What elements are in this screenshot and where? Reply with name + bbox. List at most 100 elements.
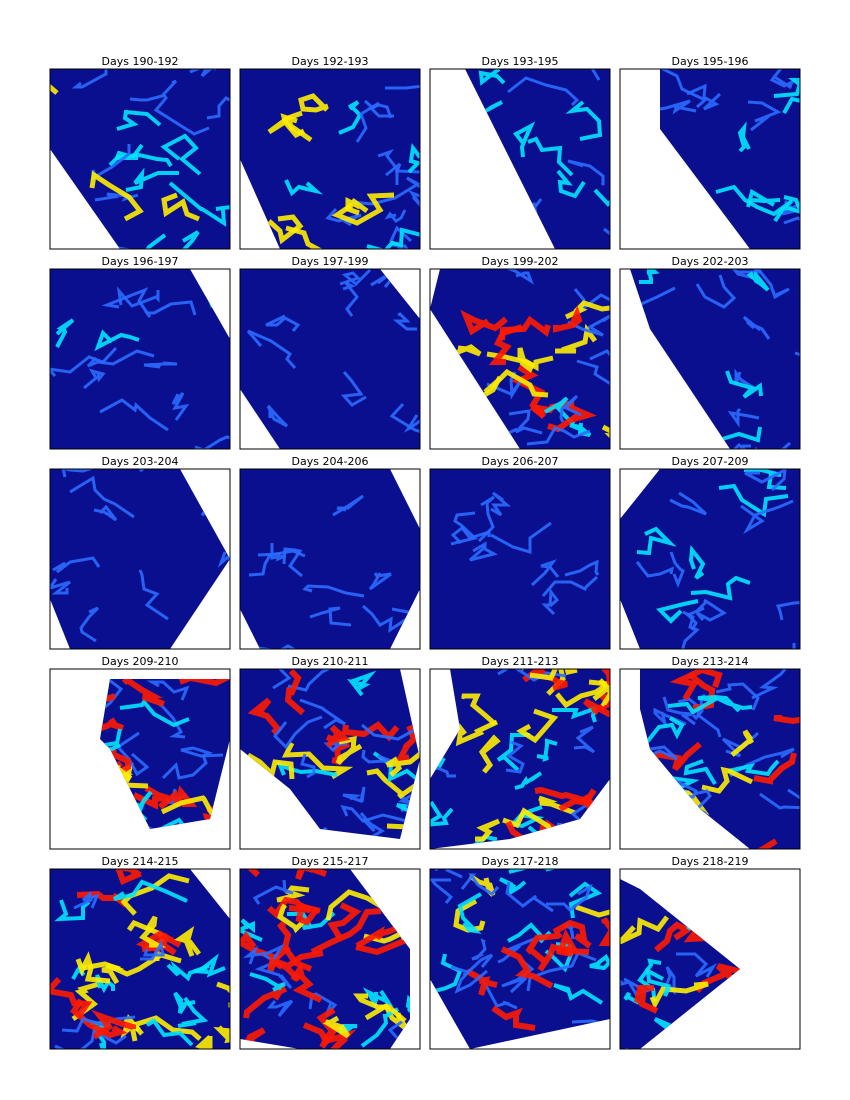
panel-frame — [429, 68, 611, 250]
streak — [701, 766, 754, 794]
streak — [63, 767, 84, 784]
streak — [160, 817, 196, 829]
panel-frame — [49, 268, 231, 450]
streak — [173, 991, 196, 1015]
streak — [613, 798, 631, 825]
streak — [630, 382, 649, 397]
streak — [120, 873, 190, 916]
streaks — [450, 491, 600, 616]
data-region — [660, 69, 800, 249]
streak — [725, 370, 763, 399]
panel-title: Days 213-214 — [672, 655, 749, 668]
panel-title: Days 195-196 — [672, 55, 749, 68]
streak — [516, 708, 559, 744]
streak — [89, 170, 144, 222]
streak — [75, 951, 111, 984]
streak — [50, 346, 118, 377]
streak — [486, 371, 522, 400]
panel-title: Days 199-202 — [482, 255, 559, 268]
streak — [161, 754, 208, 780]
streak — [338, 100, 363, 135]
streak — [243, 981, 288, 1019]
panel-frame — [49, 868, 231, 1050]
streak — [747, 100, 782, 132]
streak — [541, 587, 560, 616]
streak — [134, 233, 167, 249]
streak — [385, 84, 420, 109]
data-region — [620, 469, 800, 649]
panel-title: Days 206-207 — [482, 455, 559, 468]
panel-title: Days 193-195 — [482, 55, 559, 68]
streak — [639, 269, 660, 284]
streak — [676, 952, 718, 978]
streak — [342, 281, 359, 317]
streak — [144, 300, 197, 318]
streaks — [430, 869, 610, 1042]
streak — [54, 899, 91, 922]
streak — [190, 642, 227, 669]
streak — [54, 658, 79, 685]
streak — [512, 121, 536, 158]
streak — [95, 974, 115, 994]
streak — [266, 999, 294, 1017]
streak — [686, 909, 718, 931]
streak — [497, 935, 540, 964]
streak — [640, 778, 683, 805]
streak — [460, 873, 500, 896]
panel-title: Days 210-211 — [292, 655, 369, 668]
streak — [359, 812, 385, 839]
streak — [553, 983, 604, 1005]
streak — [362, 604, 412, 633]
streak — [740, 499, 794, 535]
streak — [490, 521, 552, 555]
streak — [662, 696, 696, 726]
streak — [781, 1016, 822, 1049]
streak — [623, 991, 640, 1005]
streak — [475, 818, 501, 842]
streak — [302, 584, 365, 598]
streak — [38, 752, 59, 774]
streak — [730, 838, 778, 849]
streak — [68, 680, 87, 695]
streak — [113, 869, 143, 886]
streak — [100, 679, 116, 707]
panel-frame — [619, 68, 801, 250]
streak — [389, 884, 410, 902]
streak — [368, 572, 392, 591]
streak — [307, 826, 332, 839]
streak — [685, 600, 708, 631]
streak — [377, 149, 399, 185]
streak — [727, 407, 760, 428]
streak — [282, 547, 303, 578]
streak — [490, 491, 512, 517]
streak — [194, 432, 230, 449]
streak — [708, 917, 737, 943]
streak — [571, 1019, 610, 1042]
streak — [573, 288, 610, 318]
streak — [83, 368, 106, 390]
data-region — [50, 69, 230, 249]
streak — [465, 219, 472, 236]
streak — [713, 1024, 740, 1046]
panel — [619, 868, 822, 1050]
streak — [576, 359, 610, 399]
streak — [145, 1018, 194, 1047]
streak — [759, 792, 800, 810]
streak — [257, 543, 286, 562]
data-region — [50, 269, 230, 449]
streak — [129, 79, 178, 102]
streak — [249, 972, 286, 992]
streak — [216, 981, 230, 1011]
streak — [310, 908, 382, 955]
panel-frame — [49, 68, 231, 250]
streak — [568, 669, 610, 689]
panel-frame — [429, 668, 611, 850]
streak — [195, 1035, 213, 1049]
streak — [50, 976, 93, 1019]
streak — [773, 954, 783, 967]
streak — [340, 804, 408, 823]
streak — [541, 575, 599, 597]
streak — [366, 873, 404, 897]
streak — [332, 494, 364, 517]
